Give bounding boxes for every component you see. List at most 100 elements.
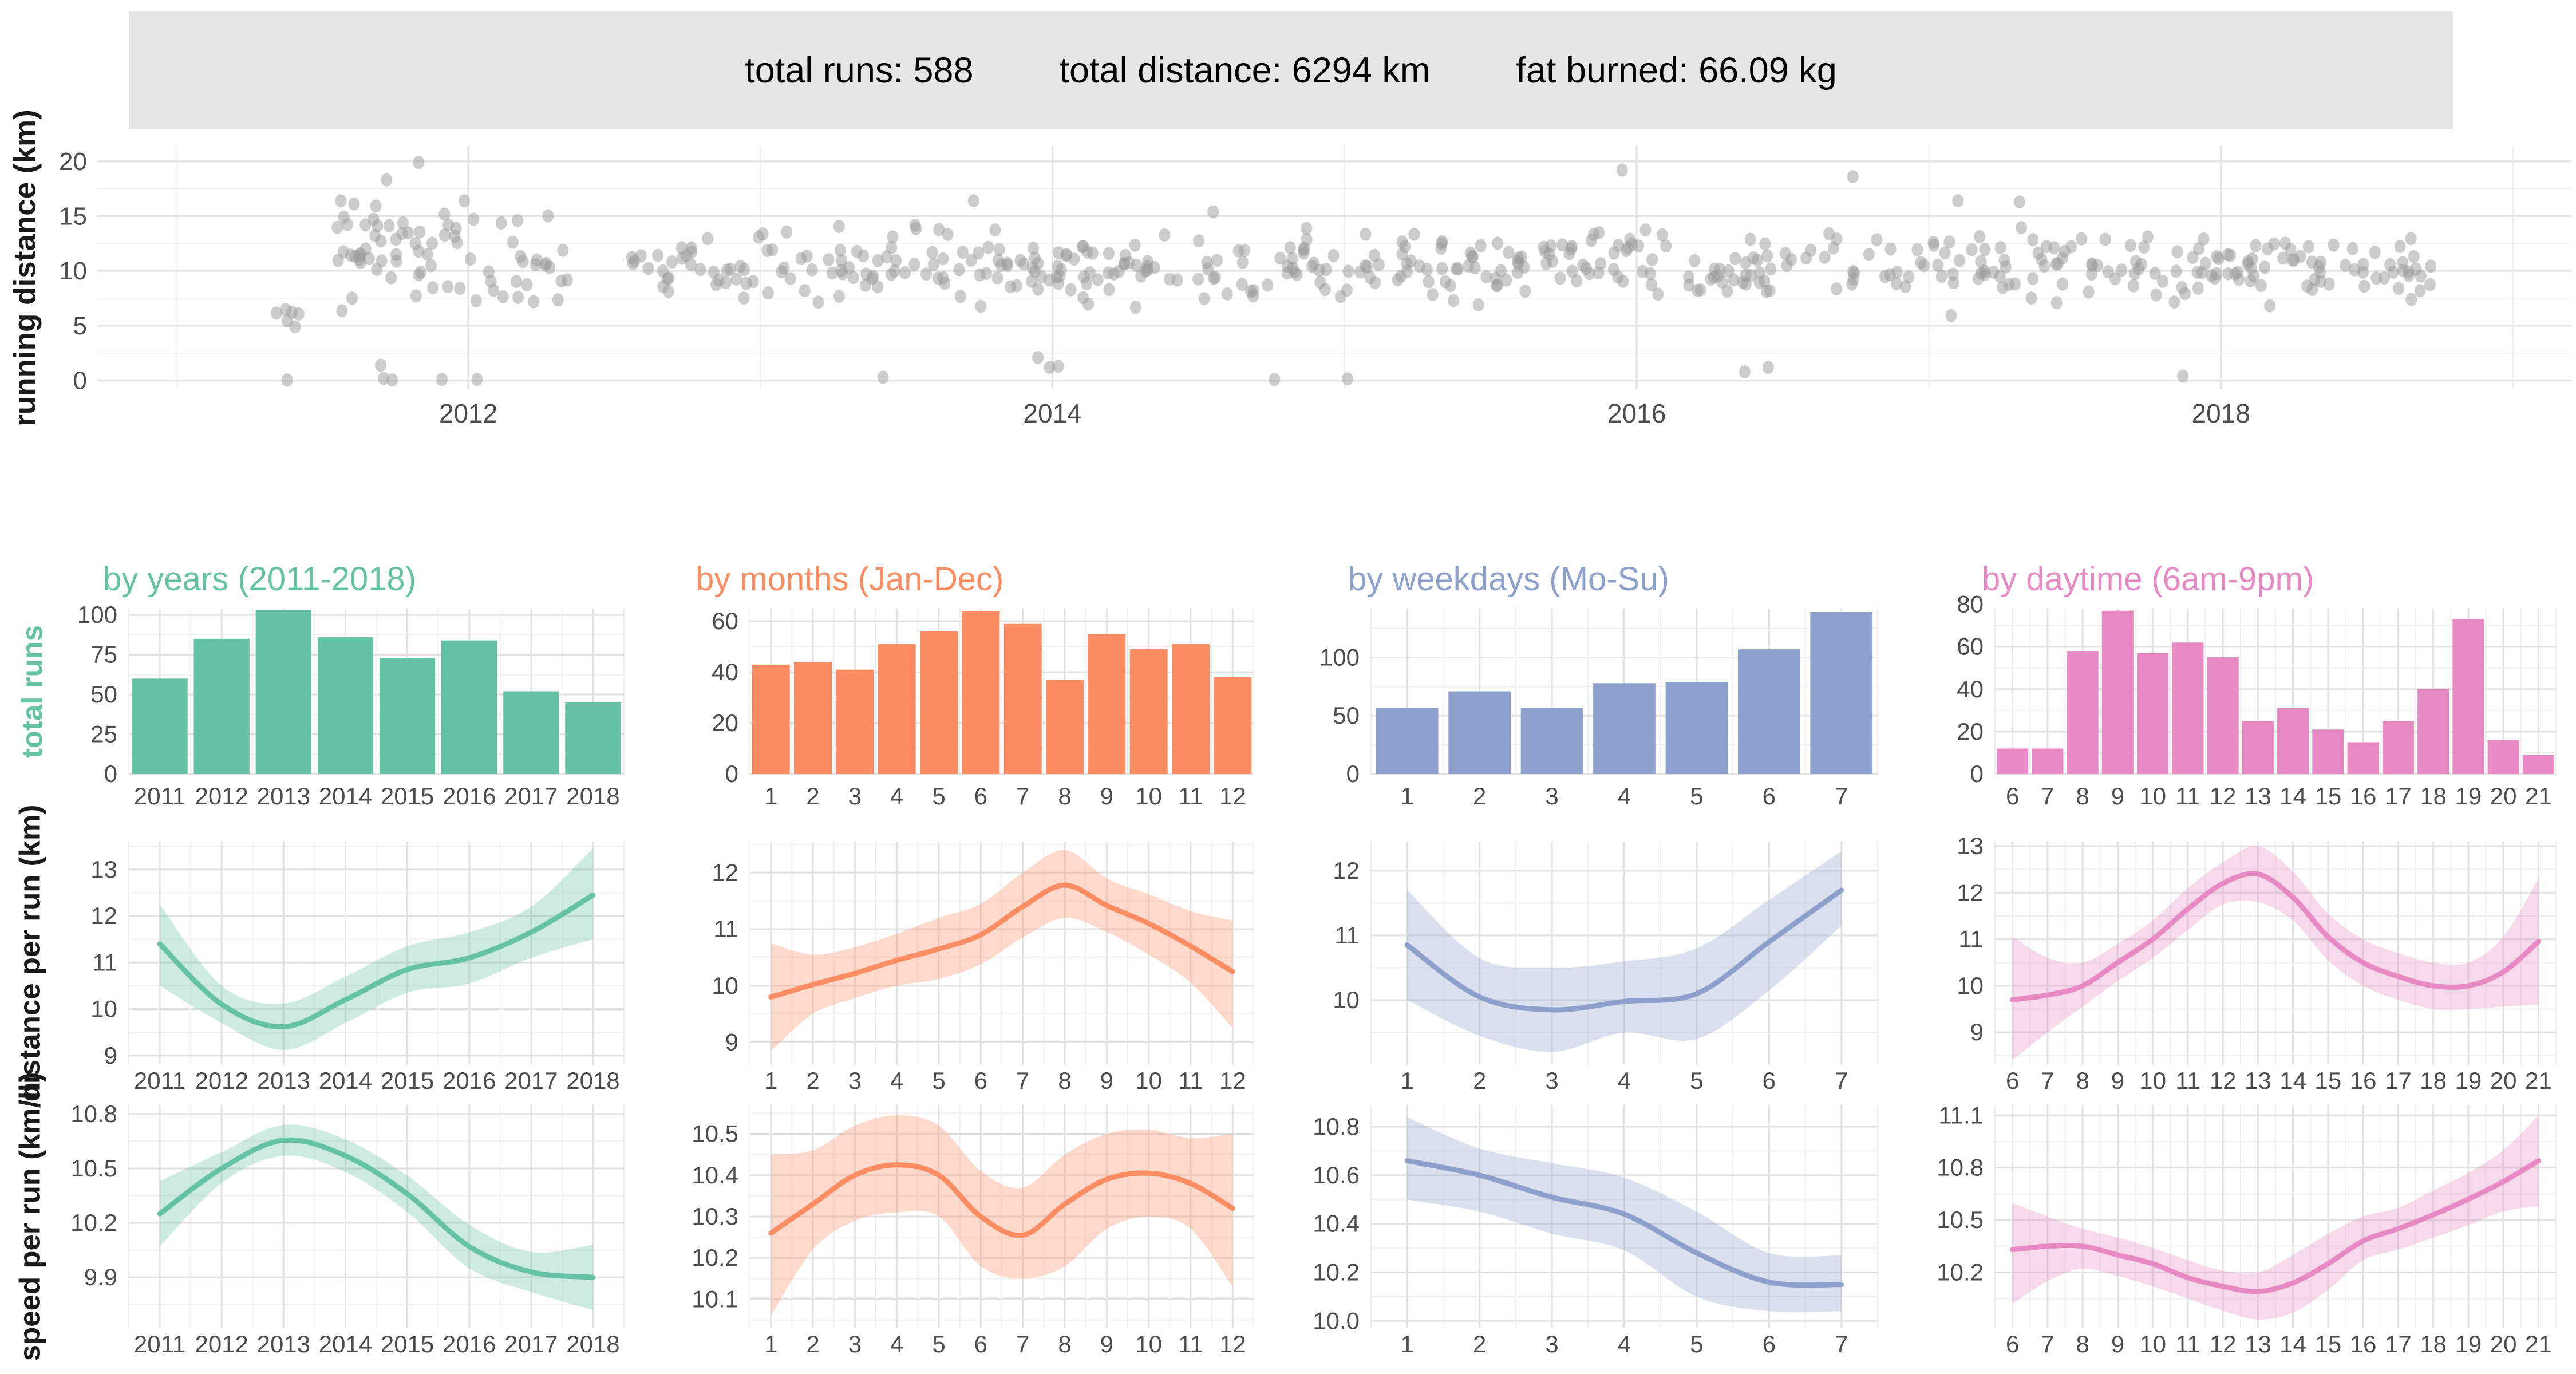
svg-text:5: 5 (932, 783, 945, 810)
svg-text:100: 100 (77, 601, 117, 628)
svg-text:6: 6 (2006, 1067, 2019, 1094)
svg-text:6: 6 (1763, 783, 1776, 810)
svg-text:6: 6 (974, 1067, 987, 1094)
svg-text:50: 50 (90, 681, 117, 708)
svg-text:12: 12 (2210, 1067, 2237, 1094)
svg-text:0: 0 (725, 760, 738, 787)
svg-text:17: 17 (2385, 1067, 2412, 1094)
svg-text:13: 13 (90, 856, 117, 883)
svg-text:17: 17 (2385, 1330, 2412, 1357)
confidence-ribbon (160, 848, 593, 1050)
svg-text:10: 10 (2139, 1330, 2166, 1357)
speed-chart-years: 9.9 10.2 10.5 10.8 2011 2012 2013 2014 2015 2016 2… (70, 1100, 625, 1357)
svg-text:10: 10 (90, 996, 117, 1022)
svg-text:7: 7 (1835, 1067, 1848, 1094)
svg-text:10: 10 (1957, 972, 1984, 999)
trend-line (2010, 871, 2541, 1002)
svg-text:19: 19 (2455, 783, 2482, 810)
smooth-layer (768, 850, 1235, 1051)
svg-text:2015: 2015 (381, 1067, 434, 1094)
svg-text:18: 18 (2420, 783, 2447, 810)
confidence-ribbon (771, 850, 1233, 1051)
bars-chart-daytime: 0 20 40 60 80 6 7 8 9 10 11 12 13 14 15 16 17 18 19 20 21 (1957, 591, 2557, 810)
panel-grid (128, 842, 625, 1065)
svg-text:11: 11 (2175, 783, 2200, 810)
svg-text:2: 2 (1473, 783, 1486, 810)
smooth-layer (157, 848, 596, 1050)
bars-chart-years: 0 25 50 75 100 2011 2012 2013 2014 2015 2016 2017 20… (77, 601, 625, 810)
smooth-layer (768, 1115, 1235, 1316)
svg-text:15: 15 (59, 203, 87, 231)
svg-text:7: 7 (2041, 1067, 2054, 1094)
trend-line (1404, 1158, 1844, 1288)
svg-text:5: 5 (73, 312, 87, 340)
svg-text:4: 4 (1618, 1330, 1631, 1357)
svg-text:20: 20 (59, 148, 87, 176)
scatter-plot: 0 5 10 15 20 2012 2014 2016 2018 (59, 146, 2571, 428)
svg-text:6: 6 (1763, 1330, 1776, 1357)
svg-text:3: 3 (848, 1067, 862, 1094)
svg-text:2016: 2016 (442, 1330, 496, 1357)
column-title-months: by months (Jan-Dec) (696, 560, 1004, 598)
smooth-layer (2010, 1115, 2541, 1320)
svg-text:10.4: 10.4 (1313, 1210, 1360, 1237)
panel-grid (749, 609, 1254, 775)
svg-text:2014: 2014 (319, 1067, 372, 1094)
svg-text:10.5: 10.5 (692, 1120, 738, 1147)
svg-text:10.2: 10.2 (692, 1244, 738, 1271)
svg-text:9: 9 (1100, 1330, 1113, 1357)
svg-text:15: 15 (2315, 1330, 2342, 1357)
confidence-ribbon (2012, 1115, 2539, 1320)
svg-text:0: 0 (104, 760, 117, 787)
column-title-daytime: by daytime (6am-9pm) (1982, 560, 2314, 598)
svg-text:10: 10 (59, 257, 87, 285)
svg-text:50: 50 (1333, 702, 1360, 729)
svg-text:2: 2 (806, 1067, 819, 1094)
svg-text:40: 40 (1957, 676, 1984, 702)
svg-text:10: 10 (1135, 783, 1162, 810)
svg-text:20: 20 (2490, 783, 2517, 810)
svg-text:11.1: 11.1 (1938, 1101, 1984, 1128)
svg-text:2011: 2011 (134, 783, 185, 810)
svg-text:11: 11 (1958, 926, 1984, 953)
speed-row-y-axis-label: speed per run (km/h) (13, 1072, 46, 1361)
svg-text:2017: 2017 (504, 1330, 558, 1357)
svg-text:3: 3 (1545, 1067, 1558, 1094)
svg-text:2012: 2012 (195, 1067, 248, 1094)
svg-text:5: 5 (1690, 783, 1703, 810)
trend-line (157, 1137, 596, 1280)
svg-text:60: 60 (712, 607, 738, 634)
svg-text:20: 20 (1957, 718, 1984, 745)
fat-burned-stat: fat burned: 66.09 kg (1516, 50, 1837, 90)
svg-text:10.8: 10.8 (1313, 1113, 1360, 1140)
svg-text:2013: 2013 (257, 1067, 310, 1094)
svg-text:3: 3 (848, 1330, 862, 1357)
svg-text:2016: 2016 (1607, 398, 1666, 428)
svg-text:21: 21 (2525, 1067, 2552, 1094)
svg-text:14: 14 (2279, 783, 2306, 810)
panel-grid (749, 1105, 1254, 1328)
svg-text:2017: 2017 (504, 783, 558, 810)
svg-text:10: 10 (1333, 986, 1360, 1013)
svg-text:8: 8 (2076, 1067, 2089, 1094)
speed-chart-weekdays: 10.0 10.2 10.4 10.6 10.8 1 2 3 4 5 6 7 (1313, 1105, 1878, 1357)
svg-text:8: 8 (1058, 783, 1071, 810)
svg-text:2014: 2014 (319, 1330, 372, 1357)
svg-text:7: 7 (1835, 1330, 1848, 1357)
svg-text:21: 21 (2525, 1330, 2552, 1357)
svg-text:6: 6 (1763, 1067, 1776, 1094)
svg-text:11: 11 (1334, 922, 1360, 949)
svg-text:4: 4 (1618, 1067, 1631, 1094)
svg-text:11: 11 (2175, 1330, 2200, 1357)
speed-chart-months: 10.110.210.310.410.51 2 3 4 5 6 7 8 9 10 11 12 (692, 1105, 1254, 1357)
svg-text:13: 13 (2245, 1330, 2271, 1357)
svg-text:3: 3 (1545, 1330, 1558, 1357)
svg-text:2018: 2018 (566, 1330, 619, 1357)
svg-text:10.5: 10.5 (70, 1155, 117, 1182)
svg-text:6: 6 (2006, 783, 2019, 810)
svg-text:15: 15 (2315, 1067, 2342, 1094)
smooth-layer (2010, 846, 2541, 1060)
svg-text:2015: 2015 (381, 783, 434, 810)
panel-grid (1994, 842, 2557, 1065)
